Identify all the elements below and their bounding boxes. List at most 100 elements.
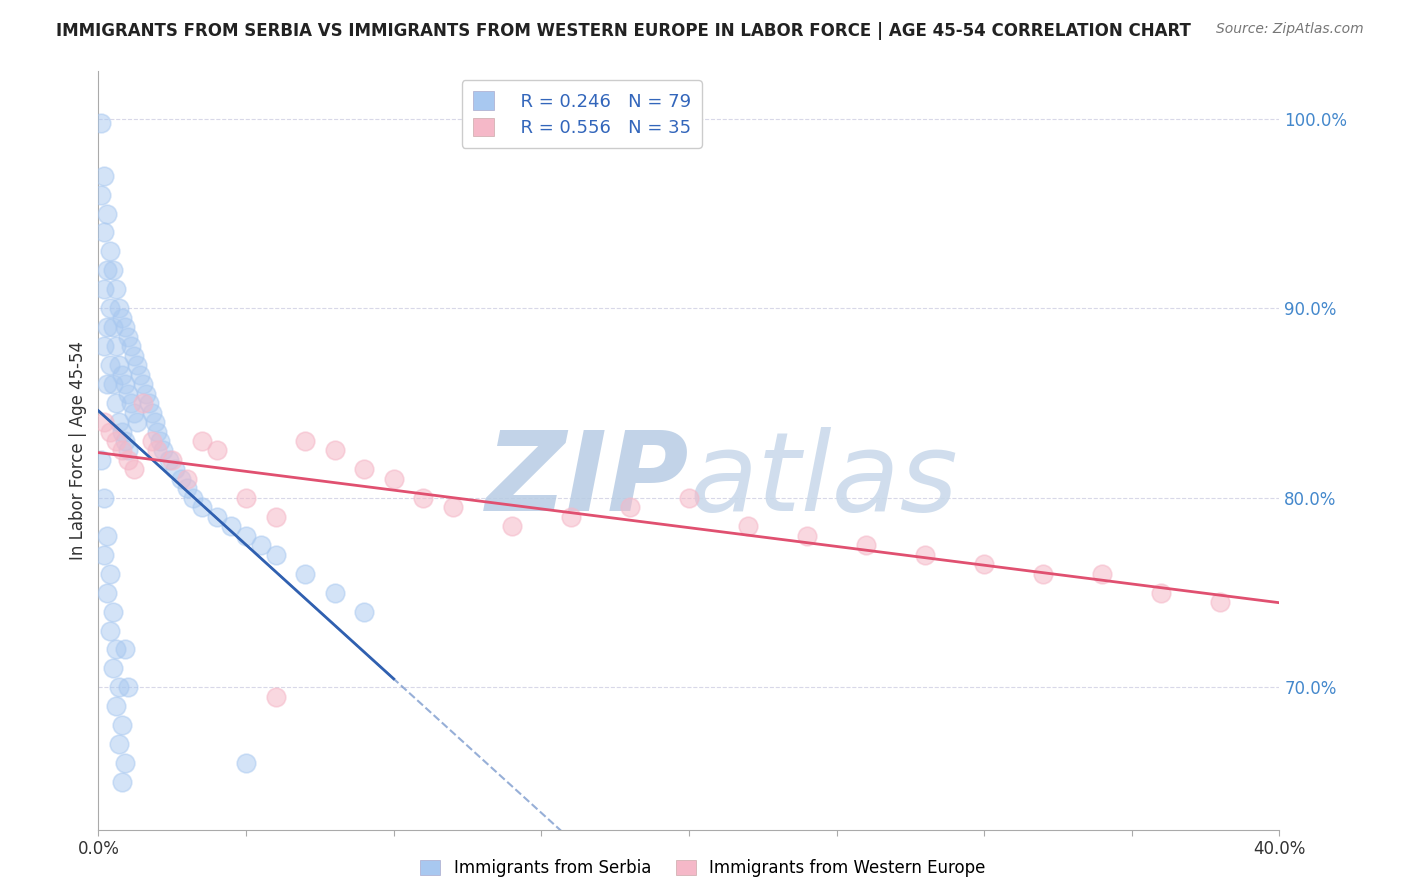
Point xyxy=(135,386,157,401)
Point xyxy=(149,434,172,448)
Point xyxy=(111,425,134,439)
Point xyxy=(323,585,346,599)
Point xyxy=(117,681,139,695)
Point xyxy=(105,339,128,353)
Point xyxy=(264,509,287,524)
Point xyxy=(111,310,134,325)
Point xyxy=(294,434,316,448)
Point xyxy=(441,500,464,515)
Point xyxy=(1091,566,1114,581)
Point xyxy=(90,453,112,467)
Point xyxy=(165,462,187,476)
Point xyxy=(128,368,150,382)
Point xyxy=(117,443,139,458)
Point xyxy=(111,368,134,382)
Point xyxy=(93,548,115,562)
Point xyxy=(103,661,125,675)
Point xyxy=(108,301,131,316)
Point xyxy=(105,642,128,657)
Text: IMMIGRANTS FROM SERBIA VS IMMIGRANTS FROM WESTERN EUROPE IN LABOR FORCE | AGE 45: IMMIGRANTS FROM SERBIA VS IMMIGRANTS FRO… xyxy=(56,22,1191,40)
Point xyxy=(93,491,115,505)
Point xyxy=(114,642,136,657)
Point xyxy=(108,358,131,372)
Point xyxy=(205,509,228,524)
Text: Source: ZipAtlas.com: Source: ZipAtlas.com xyxy=(1216,22,1364,37)
Point xyxy=(108,681,131,695)
Point xyxy=(111,443,134,458)
Point xyxy=(619,500,641,515)
Point xyxy=(914,548,936,562)
Point xyxy=(181,491,204,505)
Point xyxy=(105,282,128,296)
Point xyxy=(108,737,131,751)
Point xyxy=(796,529,818,543)
Point xyxy=(1032,566,1054,581)
Point xyxy=(90,187,112,202)
Point xyxy=(205,443,228,458)
Point xyxy=(323,443,346,458)
Point xyxy=(221,519,243,533)
Point xyxy=(122,462,145,476)
Point xyxy=(235,529,257,543)
Point xyxy=(973,557,995,571)
Point xyxy=(93,282,115,296)
Point xyxy=(98,425,121,439)
Legend:   R = 0.246   N = 79,   R = 0.556   N = 35: R = 0.246 N = 79, R = 0.556 N = 35 xyxy=(461,80,702,148)
Point xyxy=(1209,595,1232,609)
Point xyxy=(176,481,198,495)
Point xyxy=(146,443,169,458)
Point xyxy=(560,509,582,524)
Point xyxy=(250,538,273,552)
Point xyxy=(117,386,139,401)
Point xyxy=(108,415,131,429)
Point xyxy=(105,699,128,714)
Point xyxy=(105,396,128,410)
Legend: Immigrants from Serbia, Immigrants from Western Europe: Immigrants from Serbia, Immigrants from … xyxy=(413,853,993,884)
Point xyxy=(122,349,145,363)
Point xyxy=(855,538,877,552)
Point xyxy=(93,415,115,429)
Point xyxy=(103,377,125,392)
Point xyxy=(264,690,287,704)
Point xyxy=(114,756,136,771)
Point xyxy=(235,756,257,771)
Point xyxy=(90,115,112,129)
Point xyxy=(1150,585,1173,599)
Point xyxy=(103,263,125,277)
Point xyxy=(117,329,139,343)
Point xyxy=(737,519,759,533)
Point xyxy=(114,377,136,392)
Point xyxy=(176,472,198,486)
Point xyxy=(501,519,523,533)
Point xyxy=(98,566,121,581)
Point xyxy=(96,263,118,277)
Point xyxy=(96,320,118,334)
Point xyxy=(114,434,136,448)
Point xyxy=(412,491,434,505)
Point xyxy=(96,377,118,392)
Point xyxy=(98,358,121,372)
Point xyxy=(98,244,121,259)
Point xyxy=(125,415,148,429)
Point xyxy=(294,566,316,581)
Point xyxy=(191,500,214,515)
Point xyxy=(117,453,139,467)
Point xyxy=(132,396,155,410)
Point xyxy=(111,775,134,789)
Text: ZIP: ZIP xyxy=(485,427,689,534)
Point xyxy=(98,624,121,638)
Point xyxy=(170,472,193,486)
Point xyxy=(143,415,166,429)
Point xyxy=(353,462,375,476)
Y-axis label: In Labor Force | Age 45-54: In Labor Force | Age 45-54 xyxy=(69,341,87,560)
Point xyxy=(93,226,115,240)
Point xyxy=(146,425,169,439)
Point xyxy=(125,358,148,372)
Point xyxy=(382,472,405,486)
Point xyxy=(141,405,163,419)
Point xyxy=(141,434,163,448)
Point xyxy=(162,453,183,467)
Point xyxy=(103,320,125,334)
Point xyxy=(114,320,136,334)
Point xyxy=(93,169,115,183)
